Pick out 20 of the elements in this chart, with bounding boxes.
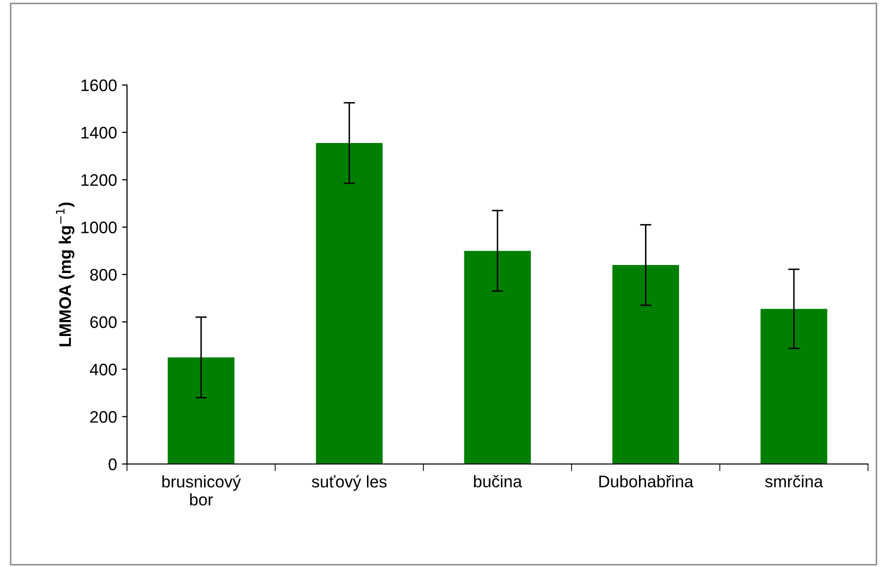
y-tick-label: 1400: [81, 126, 117, 139]
y-tick-label: 0: [108, 458, 117, 470]
x-tick-label: Dubohabřina: [599, 475, 694, 488]
y-tick-label: 200: [90, 411, 117, 423]
bar: [316, 143, 383, 464]
bar: [760, 308, 828, 464]
y-tick-label: 800: [90, 268, 117, 281]
y-axis-title: LMMOA (mg kg$^{−1}$): [56, 202, 74, 346]
bar: [464, 250, 531, 464]
bar: [168, 357, 234, 464]
y-tick-label: 400: [90, 364, 117, 376]
x-tick-label: smrčina: [765, 475, 824, 488]
bar: [612, 265, 680, 464]
x-tick-label: suťový les: [312, 475, 387, 491]
y-tick-label: 1600: [81, 79, 117, 92]
y-tick-label: 1000: [81, 222, 117, 234]
x-tick-label: bučina: [474, 475, 522, 488]
y-tick-label: 1200: [81, 174, 117, 186]
x-tick-label: brusnicový bor: [162, 475, 241, 506]
y-tick-label: 600: [90, 316, 117, 328]
